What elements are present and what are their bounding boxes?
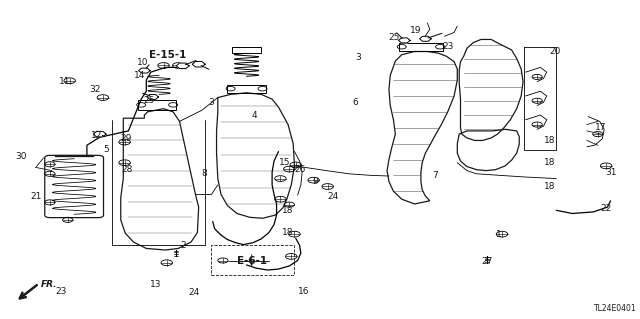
Text: 32: 32 xyxy=(90,85,101,94)
Text: 18: 18 xyxy=(282,228,294,237)
Text: 2: 2 xyxy=(180,241,186,250)
Text: 25: 25 xyxy=(388,33,400,42)
Text: 23: 23 xyxy=(442,42,453,51)
Text: 18: 18 xyxy=(544,136,556,145)
Bar xyxy=(232,47,261,53)
Text: 21: 21 xyxy=(30,191,42,201)
Text: 1: 1 xyxy=(496,230,502,239)
Text: 28: 28 xyxy=(122,165,133,174)
Text: E-15-1: E-15-1 xyxy=(149,50,187,60)
Text: 8: 8 xyxy=(201,169,207,178)
Text: E-6-1: E-6-1 xyxy=(237,256,267,265)
Text: 15: 15 xyxy=(279,158,291,167)
Polygon shape xyxy=(93,131,106,137)
Bar xyxy=(227,85,266,93)
Text: TL24E0401: TL24E0401 xyxy=(593,304,636,313)
Text: 7: 7 xyxy=(432,171,438,180)
Text: 9: 9 xyxy=(312,177,318,186)
Text: 13: 13 xyxy=(150,279,162,288)
Text: FR.: FR. xyxy=(41,280,58,289)
Text: 31: 31 xyxy=(605,168,616,177)
Text: 3: 3 xyxy=(355,53,361,62)
Text: 19: 19 xyxy=(410,26,422,35)
Text: 3: 3 xyxy=(209,98,214,107)
Text: 24: 24 xyxy=(189,288,200,297)
Text: 4: 4 xyxy=(252,111,258,120)
Text: 17: 17 xyxy=(595,123,607,132)
Polygon shape xyxy=(192,62,205,67)
Text: 6: 6 xyxy=(352,98,358,107)
Text: 18: 18 xyxy=(544,158,556,167)
Text: 12: 12 xyxy=(91,131,102,140)
Text: 16: 16 xyxy=(298,287,310,296)
Text: 30: 30 xyxy=(15,152,27,161)
Bar xyxy=(138,100,176,110)
Text: 5: 5 xyxy=(103,145,109,154)
Text: 20: 20 xyxy=(549,47,561,56)
Text: 24: 24 xyxy=(327,191,339,201)
Text: 11: 11 xyxy=(59,77,70,86)
Text: 14: 14 xyxy=(134,71,145,80)
Text: 29: 29 xyxy=(120,134,132,143)
Text: 27: 27 xyxy=(482,257,493,266)
Text: 26: 26 xyxy=(294,165,305,174)
Bar xyxy=(211,245,294,275)
Text: 18: 18 xyxy=(282,206,294,215)
Polygon shape xyxy=(399,38,410,43)
Polygon shape xyxy=(147,94,159,100)
Polygon shape xyxy=(176,63,189,69)
Text: 10: 10 xyxy=(137,58,148,67)
Text: 25: 25 xyxy=(143,96,154,105)
Bar xyxy=(399,43,444,51)
Polygon shape xyxy=(420,36,431,41)
Text: 18: 18 xyxy=(544,182,556,191)
Polygon shape xyxy=(139,68,150,73)
Text: 22: 22 xyxy=(600,204,612,213)
Text: 23: 23 xyxy=(56,287,67,296)
